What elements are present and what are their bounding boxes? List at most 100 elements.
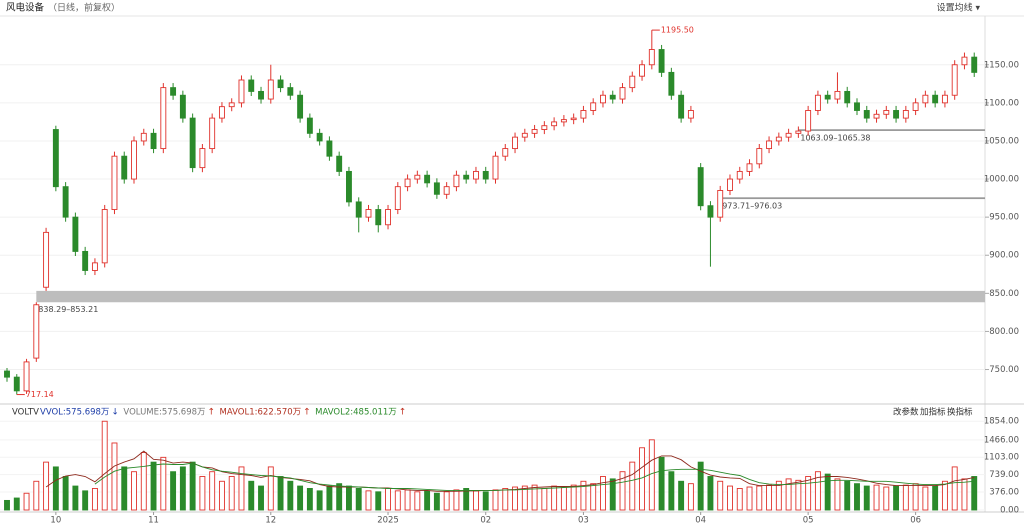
candle-body [394,186,401,210]
volume-bar [941,480,948,511]
candle-body [805,110,812,132]
candle-body [482,170,489,180]
y-tick-label: 750.00 [989,365,1019,375]
candle-body [600,94,606,104]
volume-bar [297,485,304,511]
gap-line [798,129,985,131]
volume-bar [678,480,685,511]
stock-title: 风电设备 [6,2,45,14]
candle-body [336,155,343,172]
volume-bar [590,483,597,511]
volume-bar [707,476,714,511]
candle-body [170,87,177,96]
volume-bar [912,483,919,511]
indicator-readout: VVOL:575.698万 [40,408,109,418]
y-tick-label: 1000.00 [984,175,1019,185]
candle-body [570,117,577,121]
volume-bar [473,490,479,511]
candle-body [43,231,50,288]
volume-bar [521,485,528,511]
volume-bar [150,461,157,511]
volume-bar [82,490,89,511]
candle-body [346,170,352,203]
y-tick-label: 1100.00 [984,98,1019,108]
volume-bar [873,484,880,511]
gap-label: 1063.09–1065.38 [800,133,870,142]
candle-body [756,148,763,165]
volume-bar [658,456,665,511]
candle-body [922,94,929,104]
volume-bar [375,491,382,511]
candle-body [355,201,362,218]
candle-body [580,110,587,119]
candle-body [951,64,958,96]
volume-bar [648,439,655,511]
y-tick-label: 850.00 [989,289,1019,299]
candle-body [678,94,685,119]
indicator-button[interactable]: 换指标 [947,407,973,418]
volume-bar [23,492,30,511]
volume-bar [394,490,401,511]
candle-body [443,186,450,195]
candle-body [131,140,137,180]
candle-body [609,94,616,100]
candle-body [639,64,645,77]
candle-body [23,361,30,392]
volume-bar [267,466,274,511]
indicator-button[interactable]: 加指标 [920,407,946,418]
candle-body [541,125,548,130]
candle-body [91,262,98,271]
volume-bar [639,447,645,511]
candle-body [297,94,304,119]
indicator-button[interactable]: 改参数 [893,407,919,418]
candle-body [697,167,704,207]
candle-body [775,136,782,142]
candle-body [492,155,499,180]
indicator-arrow: ↓ [111,408,119,418]
volume-bar [131,471,137,511]
volume-bar [834,478,841,511]
indicator-arrow: ↑ [303,408,311,418]
volume-bar [463,488,470,511]
candle-body [150,132,157,150]
volume-bar [854,483,860,511]
candle-body [385,209,391,226]
volume-bar [189,461,196,511]
volume-bar [43,461,50,511]
volume-bar [668,471,675,511]
volume-bar [863,485,870,511]
volume-bar [756,485,763,511]
volume-bar [228,476,235,511]
x-tick-label: 10 [50,516,61,525]
candle-body [727,178,733,191]
x-tick-label: 06 [910,516,921,525]
candle-body [326,140,333,157]
y-tick-label: 900.00 [989,251,1019,261]
candle-body [824,94,831,100]
candle-body [277,79,284,89]
candle-body [433,182,440,195]
volume-bar [336,483,343,511]
candle-body [33,304,40,359]
volume-bar [101,420,108,511]
volume-bar [72,485,79,511]
candle-body [707,205,714,218]
ma-settings[interactable]: 设置均线 ▾ [937,2,981,14]
volume-bar [365,490,372,511]
volume-bar [961,478,968,511]
volume-bar [306,488,313,511]
volume-bar [580,480,587,511]
gap-band [36,290,986,303]
volume-bar [52,466,59,511]
y-tick-label: 950.00 [989,213,1019,223]
volume-bar [766,484,773,511]
volume-bar [570,484,577,511]
candle-body [82,250,89,271]
volume-bar [170,471,177,511]
y-tick-label: 0.00 [1000,506,1019,516]
candle-body [62,186,69,218]
candle-body [590,102,597,111]
x-tick-label: 2025 [377,516,399,525]
volume-bar [121,466,128,511]
